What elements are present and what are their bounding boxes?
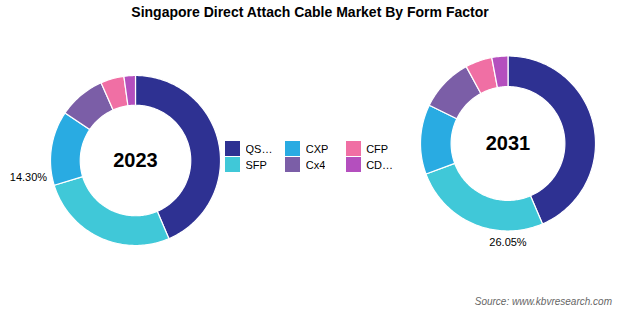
- html-text:Singapore Direct Attach Cable: Singapore Direct Attach Cable Market By …: [131, 4, 489, 20]
- html-text:Cx4: Cx4: [305, 158, 326, 171]
- html-text:CXP: CXP: [305, 142, 329, 155]
- svg-text:14.30%: 14.30%: [10, 171, 48, 183]
- svg-text:2023: 2023: [113, 149, 158, 171]
- svg-text:26.05%: 26.05%: [489, 236, 527, 248]
- html-text:QSFP: QSFP: [245, 142, 276, 155]
- html-text:Source: www.kbvresearch.com: Source: www.kbvresearch.com: [474, 296, 612, 307]
- html-text:SFP: SFP: [245, 158, 267, 171]
- html-text:CFP: CFP: [366, 142, 389, 155]
- html-text:CDFP: CDFP: [366, 158, 397, 171]
- svg-text:2031: 2031: [486, 132, 531, 154]
